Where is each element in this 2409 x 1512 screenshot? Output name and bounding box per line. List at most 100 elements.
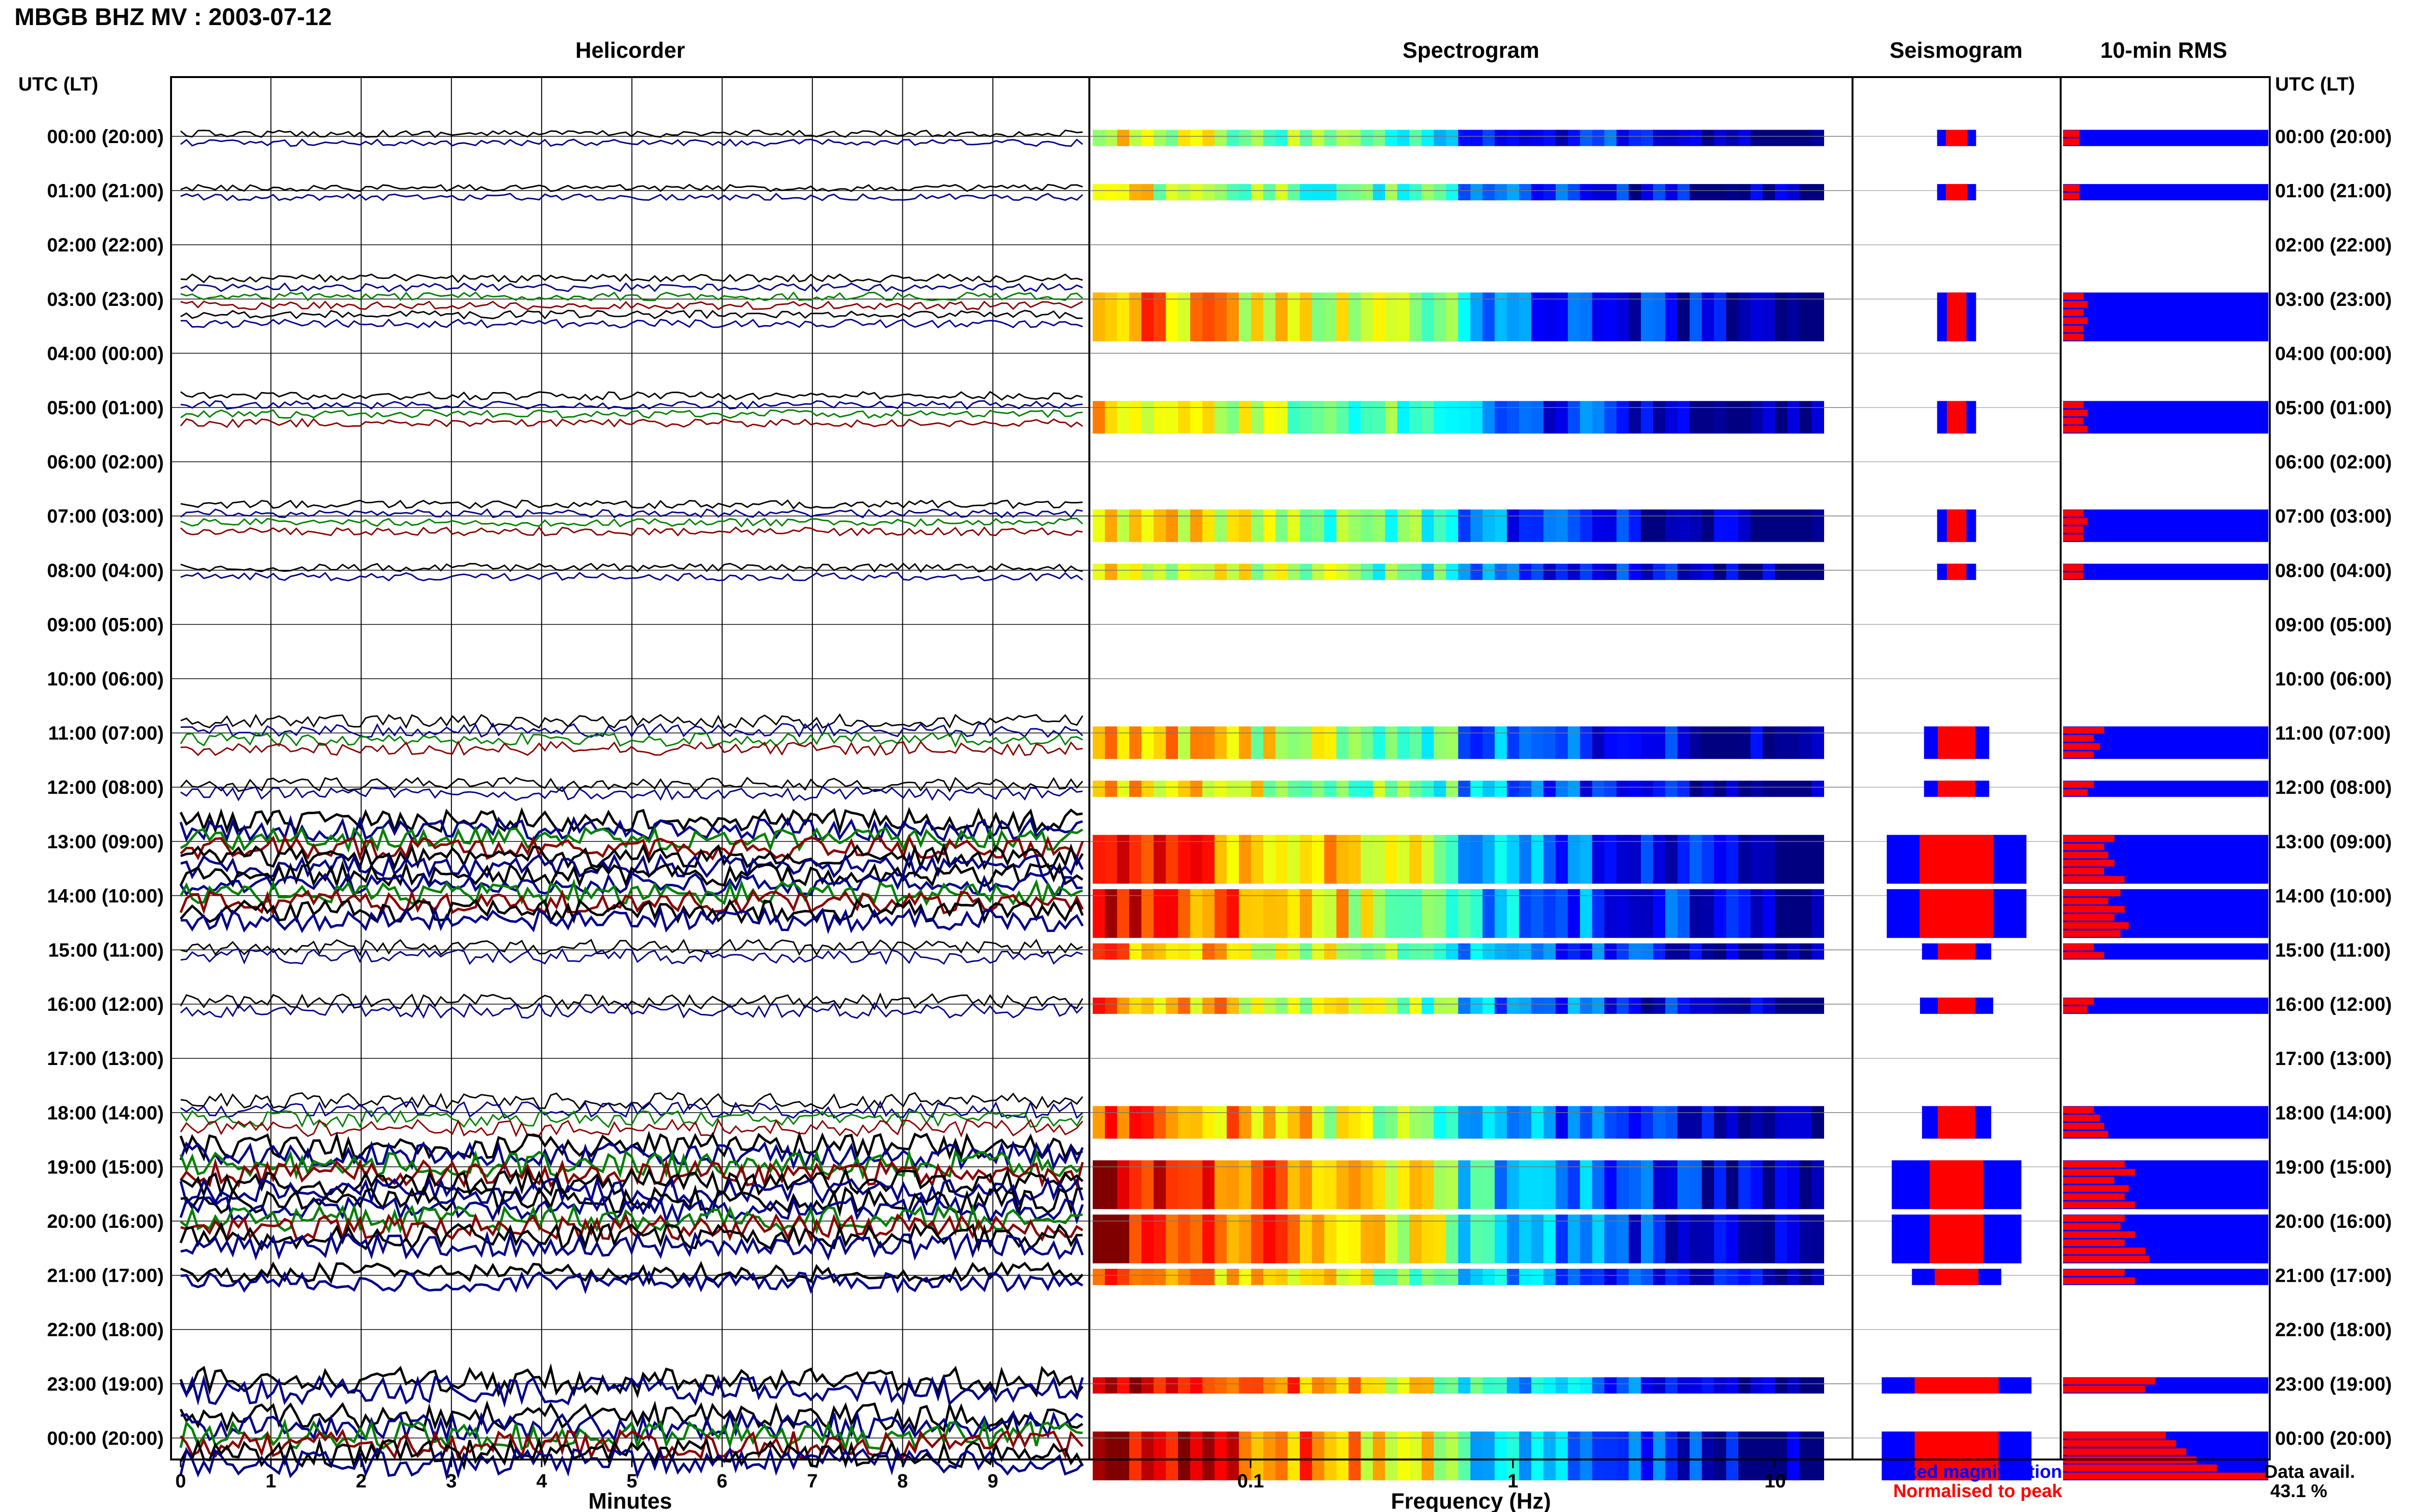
spectrogram-cell	[1214, 292, 1228, 342]
spectrogram-cell	[1787, 401, 1800, 434]
spectrogram-cell	[1689, 564, 1703, 580]
spectrogram-cell	[1190, 401, 1203, 434]
spectrogram-cell	[1178, 835, 1191, 884]
spectrogram-cell	[1153, 401, 1166, 434]
spectrogram-cell	[1275, 292, 1288, 342]
spectrogram-cell	[1251, 292, 1264, 342]
spectrogram-cell	[1312, 889, 1325, 938]
spectrogram-cell	[1397, 292, 1410, 342]
spectrogram-cell	[1774, 1106, 1788, 1139]
spectrogram-cell	[1227, 1377, 1240, 1394]
spectrogram-cell	[1811, 292, 1824, 342]
spectrogram-cell	[1190, 998, 1203, 1014]
spectrogram-cell	[1519, 509, 1532, 542]
helicorder-xlabel: Minutes	[588, 1488, 672, 1512]
helicorder-title: Helicorder	[575, 38, 685, 63]
spectrogram-cell	[1653, 1269, 1666, 1285]
spectrogram-cell	[1799, 1269, 1812, 1285]
spectrogram-cell	[1336, 509, 1349, 542]
spectrogram-cell	[1555, 1269, 1569, 1285]
spectrogram-cell	[1214, 835, 1228, 884]
spectrogram-cell	[1433, 509, 1447, 542]
spectrogram-cell	[1165, 780, 1178, 797]
spectrogram-cell	[1604, 998, 1617, 1014]
spectrogram-cell	[1202, 943, 1215, 960]
spectrogram-cell	[1714, 401, 1727, 434]
spectrogram-cell	[1482, 1106, 1496, 1139]
row-label-right: 23:00 (19:00)	[2275, 1374, 2392, 1395]
spectrogram-title: Spectrogram	[1403, 38, 1539, 63]
spectrogram-cell	[1568, 1269, 1581, 1285]
spectrogram-cell	[1227, 943, 1240, 960]
spectrogram-cell	[1702, 509, 1715, 542]
spectrogram-cell	[1409, 1269, 1422, 1285]
spectrogram-cell	[1568, 130, 1581, 146]
spectrogram-cell	[1665, 1431, 1678, 1481]
spectrogram-cell	[1141, 564, 1154, 580]
spectrogram-cell	[1568, 1106, 1581, 1139]
spectrogram-cell	[1811, 889, 1824, 938]
spectrogram-cell	[1421, 401, 1434, 434]
rms-background-band	[2063, 998, 2268, 1014]
seismogram-normalised-band	[1937, 943, 1976, 960]
row-label-left: 20:00 (16:00)	[47, 1211, 164, 1232]
spectrogram-cell	[1336, 780, 1349, 797]
spectrogram-cell	[1519, 564, 1532, 580]
spectrogram-cell	[1641, 401, 1654, 434]
spectrogram-cell	[1495, 1214, 1508, 1263]
rms-bar	[2063, 1448, 2186, 1455]
row-label-right: 01:00 (21:00)	[2275, 181, 2392, 202]
spectrogram-cell	[1750, 726, 1763, 759]
spectrogram-cell	[1653, 292, 1666, 342]
spectrogram-cell	[1239, 1431, 1252, 1481]
spectrogram-cell	[1117, 1431, 1130, 1481]
rms-bar	[2063, 876, 2125, 883]
spectrogram-cell	[1799, 184, 1812, 200]
spectrogram-cell	[1470, 1160, 1483, 1210]
spectrogram-cell	[1677, 1431, 1690, 1481]
spectrogram-cell	[1555, 726, 1569, 759]
spectrogram-cell	[1677, 889, 1690, 938]
spectrogram-cell	[1580, 1377, 1593, 1394]
spectrogram-cell	[1373, 292, 1386, 342]
spectrogram-cell	[1702, 835, 1715, 884]
spectrogram-cell	[1458, 509, 1471, 542]
spectrogram-cell	[1227, 726, 1240, 759]
spectrogram-cell	[1129, 1431, 1142, 1481]
spectrogram-cell	[1227, 780, 1240, 797]
spectrogram-cell	[1470, 130, 1483, 146]
spectrogram-cell	[1409, 835, 1422, 884]
row-label-left: 00:00 (20:00)	[47, 1428, 164, 1449]
row-label-right: 11:00 (07:00)	[2275, 723, 2391, 744]
helicorder-trace	[180, 563, 1083, 573]
spectrogram-cell	[1165, 184, 1178, 200]
spectrogram-cell	[1641, 780, 1654, 797]
seismogram-normalised-band	[1937, 726, 1976, 759]
helicorder-trace	[180, 508, 1083, 519]
spectrogram-cell	[1105, 1214, 1118, 1263]
spectrogram-cell	[1373, 509, 1386, 542]
rms-bar	[2063, 1231, 2135, 1238]
spectrogram-cell	[1361, 184, 1374, 200]
spectrogram-cell	[1336, 726, 1349, 759]
spectrogram-cell	[1239, 130, 1252, 146]
spectrogram-cell	[1677, 1160, 1690, 1210]
spectrogram-cell	[1811, 943, 1824, 960]
spectrogram-cell	[1811, 1106, 1824, 1139]
rms-bar	[2063, 1432, 2166, 1439]
spectrogram-cell	[1105, 889, 1118, 938]
spectrogram-cell	[1592, 889, 1605, 938]
spectrogram-cell	[1787, 1269, 1800, 1285]
spectrogram-cell	[1214, 564, 1228, 580]
spectrogram-cell	[1129, 1269, 1142, 1285]
spectrogram-cell	[1495, 889, 1508, 938]
rms-bar	[2063, 192, 2080, 199]
spectrogram-cell	[1762, 835, 1775, 884]
spectrogram-cell	[1397, 401, 1410, 434]
spectrogram-cell	[1555, 780, 1569, 797]
spectrogram-cell	[1543, 998, 1556, 1014]
spectrogram-cell	[1750, 780, 1763, 797]
spectrogram-cell	[1105, 1269, 1118, 1285]
spectrogram-cell	[1214, 1377, 1228, 1394]
spectrogram-cell	[1750, 1106, 1763, 1139]
